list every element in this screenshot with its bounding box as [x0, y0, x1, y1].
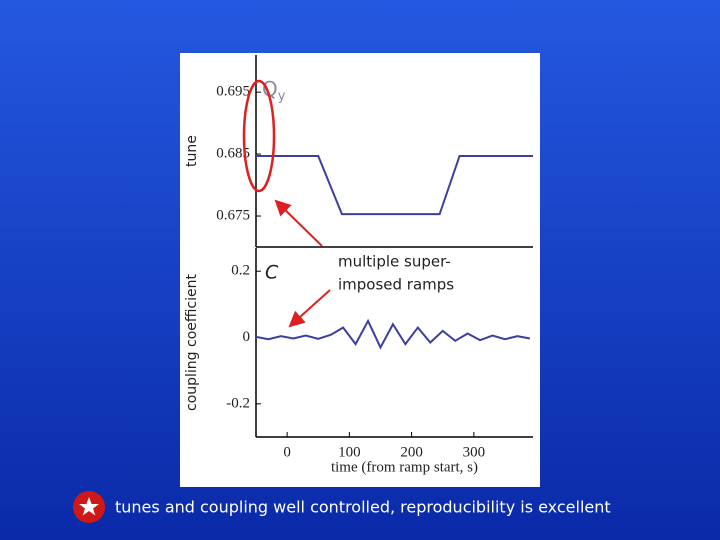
- y-tick-label: 0.695: [216, 84, 250, 100]
- plots: 0.675 0.685 0.695 tune Qy 0.2 0 -0.2 0 100 200 300t…: [184, 55, 533, 475]
- series-line: [255, 318, 531, 350]
- x-tick-label: 100: [338, 444, 361, 460]
- y-axis-label: coupling coefficient: [184, 274, 200, 411]
- annotation: C: [265, 262, 279, 284]
- highlight-ellipse: [242, 79, 276, 193]
- y-tick-label: 0.2: [231, 263, 250, 279]
- bullet-star: [79, 497, 99, 516]
- x-axis-label: time (from ramp start, s): [331, 459, 478, 475]
- arrow: [274, 199, 323, 247]
- y-tick-label: -0.2: [226, 395, 250, 411]
- series-line: [256, 154, 533, 216]
- y-tick-label: 0.685: [216, 146, 250, 162]
- callout-line: imposed ramps: [338, 276, 454, 294]
- y-tick-label: 0.675: [216, 207, 250, 223]
- annotation-sub: y: [278, 89, 286, 104]
- x-tick-label: 0: [283, 444, 291, 460]
- annotation: Qy: [262, 77, 286, 104]
- x-tick-label: 300: [463, 444, 486, 460]
- arrow: [288, 289, 331, 328]
- x-tick-label: 200: [400, 444, 423, 460]
- y-tick-label: 0: [243, 329, 251, 345]
- chart-panel: [180, 53, 540, 487]
- callout-line: multiple super-: [338, 253, 451, 271]
- annotation-main: Q: [262, 77, 278, 101]
- y-axis-label: tune: [184, 135, 200, 167]
- caption: tunes and coupling well controlled, repr…: [115, 498, 611, 517]
